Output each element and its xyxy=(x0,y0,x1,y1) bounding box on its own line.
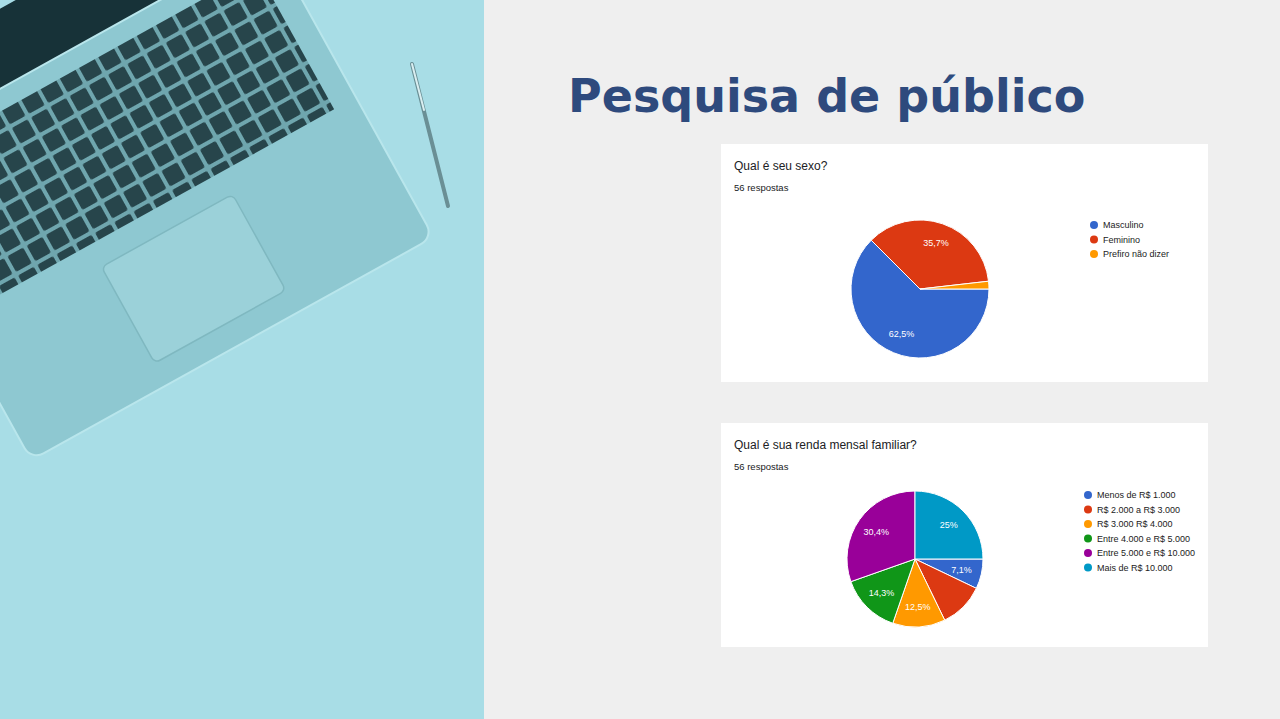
pie-slice xyxy=(920,281,989,289)
card-background xyxy=(721,423,1208,647)
legend-label: Menos de R$ 1.000 xyxy=(1097,490,1176,500)
legend: Menos de R$ 1.000 R$ 2.000 a R$ 3.000 R$ 3… xyxy=(1084,490,1195,573)
legend-swatch xyxy=(1084,491,1092,499)
pie xyxy=(847,491,983,627)
data-label: 62,5% xyxy=(889,329,915,339)
chart-title: Qual é sua renda mensal familiar? xyxy=(734,438,917,452)
legend-swatch xyxy=(1084,564,1092,572)
pie-labels: 7,1% 12,5% 14,3% 30,4% 25% xyxy=(863,520,971,611)
data-label: 7,1% xyxy=(951,565,972,575)
laptop-base xyxy=(0,0,434,460)
legend-swatch xyxy=(1084,535,1092,543)
chart-subtitle: 56 respostas xyxy=(734,461,789,472)
laptop-trackpad xyxy=(101,194,286,363)
legend-label: Feminino xyxy=(1103,235,1140,245)
chart-card: Qual é sua renda mensal familiar? 56 resp… xyxy=(721,423,1208,647)
pen xyxy=(412,64,448,206)
slide: Pesquisa de público Qual é seu sexo? 56 re… xyxy=(0,0,1280,719)
legend-swatch xyxy=(1090,250,1098,258)
data-label: 35,7% xyxy=(923,238,949,248)
data-label: 25% xyxy=(940,520,958,530)
legend: Masculino Feminino Prefiro não dizer xyxy=(1090,220,1169,259)
pie-labels: 62,5% 35,7% xyxy=(889,238,949,338)
legend-label: R$ 2.000 a R$ 3.000 xyxy=(1097,505,1180,515)
legend-swatch xyxy=(1090,221,1098,229)
data-label: 30,4% xyxy=(863,527,889,537)
legend-swatch xyxy=(1084,549,1092,557)
legend-label: Mais de R$ 10.000 xyxy=(1097,563,1173,573)
card-background xyxy=(721,144,1208,382)
laptop-body xyxy=(0,0,439,463)
chart-card: Qual é seu sexo? 56 respostas 62,5% 35,7% Ma… xyxy=(721,144,1208,382)
legend-label: Entre 5.000 e R$ 10.000 xyxy=(1097,548,1195,558)
legend-swatch xyxy=(1090,236,1098,244)
pen-highlight xyxy=(412,64,424,110)
pie xyxy=(851,220,989,358)
pie-slice xyxy=(871,220,988,289)
chart-title: Qual é seu sexo? xyxy=(734,159,828,173)
legend-label: Entre 4.000 e R$ 5.000 xyxy=(1097,534,1190,544)
legend-label: R$ 3.000 R$ 4.000 xyxy=(1097,519,1173,529)
pie-slice xyxy=(847,491,915,582)
legend-label: Prefiro não dizer xyxy=(1103,249,1169,259)
pie-slice xyxy=(915,491,983,559)
legend-label: Masculino xyxy=(1103,220,1144,230)
legend-swatch xyxy=(1084,506,1092,514)
legend-swatch xyxy=(1084,520,1092,528)
data-label: 12,5% xyxy=(905,602,931,612)
data-label: 14,3% xyxy=(869,588,895,598)
chart-subtitle: 56 respostas xyxy=(734,182,789,193)
slide-title: Pesquisa de público xyxy=(568,69,1085,123)
laptop xyxy=(0,0,448,463)
